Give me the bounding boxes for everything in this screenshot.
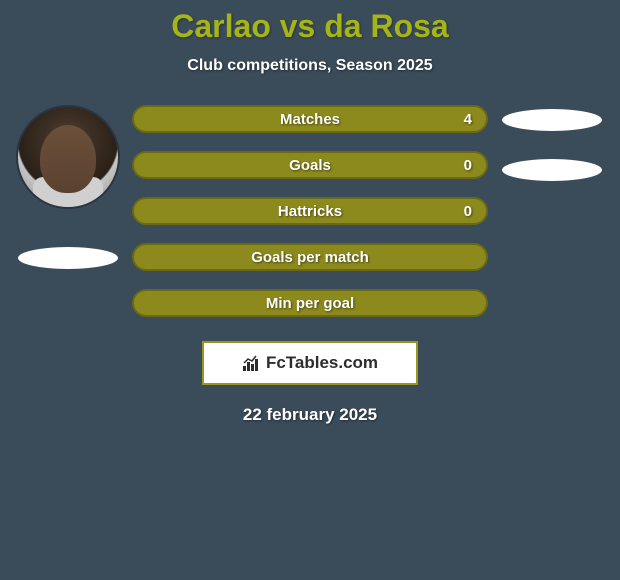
player-left-name-badge [18,247,118,269]
stat-bar-goals: Goals 0 [132,151,488,179]
stat-label: Hattricks [278,203,342,220]
player-right-name-badge [502,109,602,131]
chart-icon [242,354,262,372]
avatar-face [40,125,96,193]
player-right-column [492,105,612,209]
infographic-root: Carlao vs da Rosa Club competitions, Sea… [0,0,620,425]
stat-bar-min-per-goal: Min per goal [132,289,488,317]
player-right-name-badge-2 [502,159,602,181]
player-left-column [8,105,128,269]
stat-value: 0 [464,203,472,220]
stat-bar-hattricks: Hattricks 0 [132,197,488,225]
date-label: 22 february 2025 [0,405,620,425]
stat-bar-matches: Matches 4 [132,105,488,133]
stat-label: Min per goal [266,295,354,312]
stat-value: 4 [464,111,472,128]
stat-label: Goals per match [251,249,369,266]
page-title: Carlao vs da Rosa [0,8,620,45]
stat-label: Matches [280,111,340,128]
stats-list: Matches 4 Goals 0 Hattricks 0 Goals per … [128,105,492,317]
player-left-avatar [16,105,120,209]
brand-text: FcTables.com [266,353,378,373]
stat-value: 0 [464,157,472,174]
stat-bar-goals-per-match: Goals per match [132,243,488,271]
brand-badge: FcTables.com [202,341,418,385]
subtitle: Club competitions, Season 2025 [0,57,620,75]
stat-label: Goals [289,157,331,174]
comparison-area: Matches 4 Goals 0 Hattricks 0 Goals per … [0,105,620,317]
